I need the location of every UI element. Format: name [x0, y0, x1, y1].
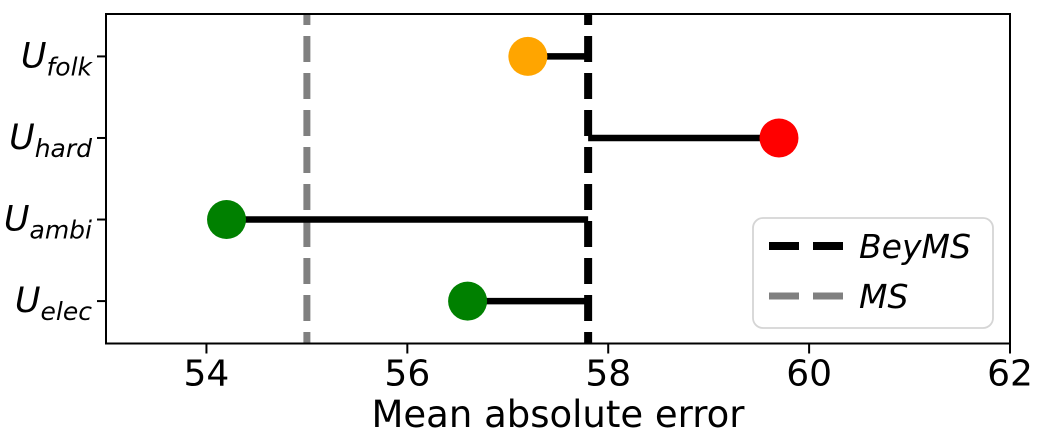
data-point-U_ambi: [207, 200, 247, 240]
legend: BeyMS MS: [752, 217, 994, 329]
x-tick-label-62: 62: [987, 354, 1033, 395]
stem-lines: [226, 53, 779, 305]
y-tick-label-U_ambi: Uambi: [4, 200, 92, 245]
x-axis: 54 56 58 60 62: [184, 343, 1033, 395]
x-axis-label: Mean absolute error: [372, 393, 746, 436]
legend-label-beyms: BeyMS: [859, 227, 971, 266]
y-axis: Ufolk Uhard Uambi Uelec: [4, 36, 106, 326]
y-tick-label-U_folk: Ufolk: [21, 36, 94, 81]
x-tick-label-58: 58: [585, 354, 631, 395]
y-tick-label-U_hard: Uhard: [9, 118, 92, 163]
data-point-U_hard: [759, 118, 799, 158]
x-tick-label-54: 54: [184, 354, 230, 395]
legend-label-ms: MS: [859, 277, 908, 316]
data-point-U_folk: [508, 36, 548, 76]
data-point-U_elec: [448, 281, 488, 321]
y-tick-label-U_elec: Uelec: [15, 281, 92, 326]
plot-border: [105, 13, 1011, 345]
data-points: [207, 36, 799, 321]
x-tick-label-56: 56: [384, 354, 430, 395]
x-tick-label-60: 60: [786, 354, 832, 395]
